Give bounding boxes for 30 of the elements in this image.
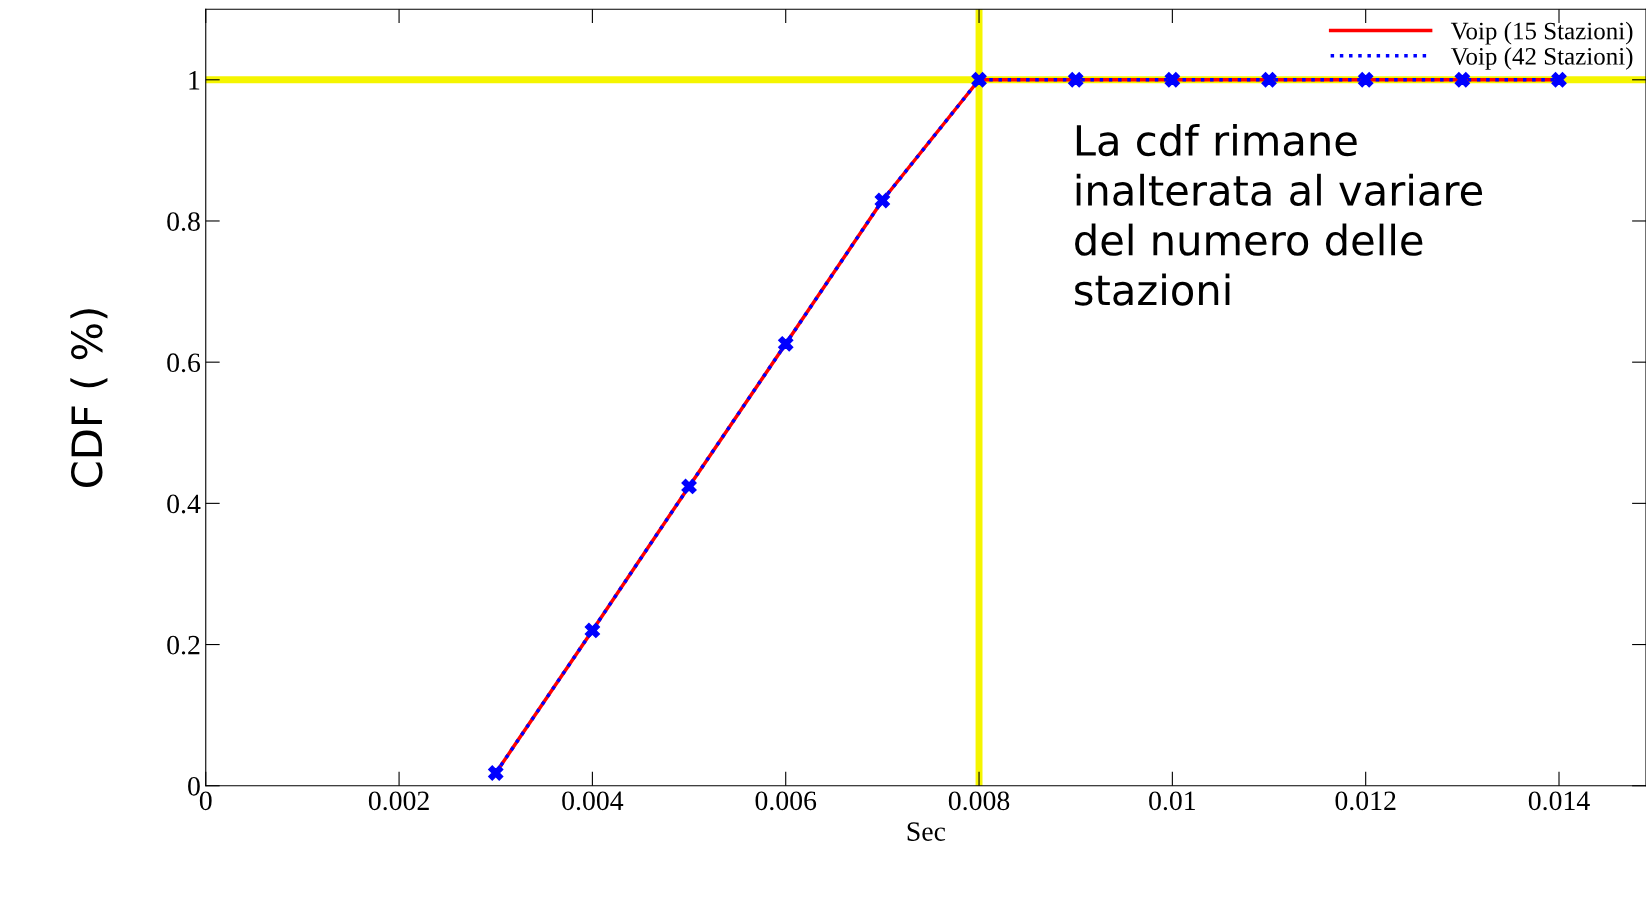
x-tick-label: 0.012 bbox=[1335, 791, 1396, 811]
x-axis-title: Sec bbox=[907, 822, 946, 841]
y-tick-label: 0.2 bbox=[167, 635, 200, 655]
point bbox=[1454, 72, 1470, 88]
point bbox=[584, 622, 601, 639]
point bbox=[488, 765, 504, 781]
legend-label: Voip (15 Stazioni) bbox=[1450, 21, 1633, 45]
point bbox=[874, 192, 891, 209]
x-tick-label: 0.008 bbox=[948, 791, 1010, 811]
x-tick-label: 0.004 bbox=[562, 791, 624, 811]
y-tick-label: 0 bbox=[188, 776, 200, 796]
point bbox=[1358, 72, 1374, 88]
point bbox=[971, 72, 987, 88]
y-tick-label: 0.6 bbox=[167, 353, 201, 373]
x-tick-label: 0.002 bbox=[368, 791, 429, 811]
point bbox=[1068, 72, 1084, 88]
y-tick-label: 1 bbox=[189, 71, 200, 90]
y-tick-label: 0.4 bbox=[167, 494, 201, 514]
legend-label: Voip (42 Stazioni) bbox=[1450, 47, 1633, 70]
annotation: La cdf rimane inalterata al variare del numero delle stazioni bbox=[1075, 123, 1483, 306]
x-tick-label: 0.01 bbox=[1149, 791, 1195, 811]
y-axis-title: CDF ( %) bbox=[70, 309, 108, 487]
x-tick-label: 0.014 bbox=[1528, 791, 1590, 811]
point bbox=[778, 336, 794, 352]
x-tick-label: 0.006 bbox=[755, 791, 817, 811]
y-tick-label: 0.8 bbox=[167, 212, 200, 232]
point bbox=[681, 478, 697, 495]
point bbox=[1551, 72, 1567, 88]
point bbox=[1261, 72, 1277, 88]
point bbox=[1164, 72, 1181, 88]
